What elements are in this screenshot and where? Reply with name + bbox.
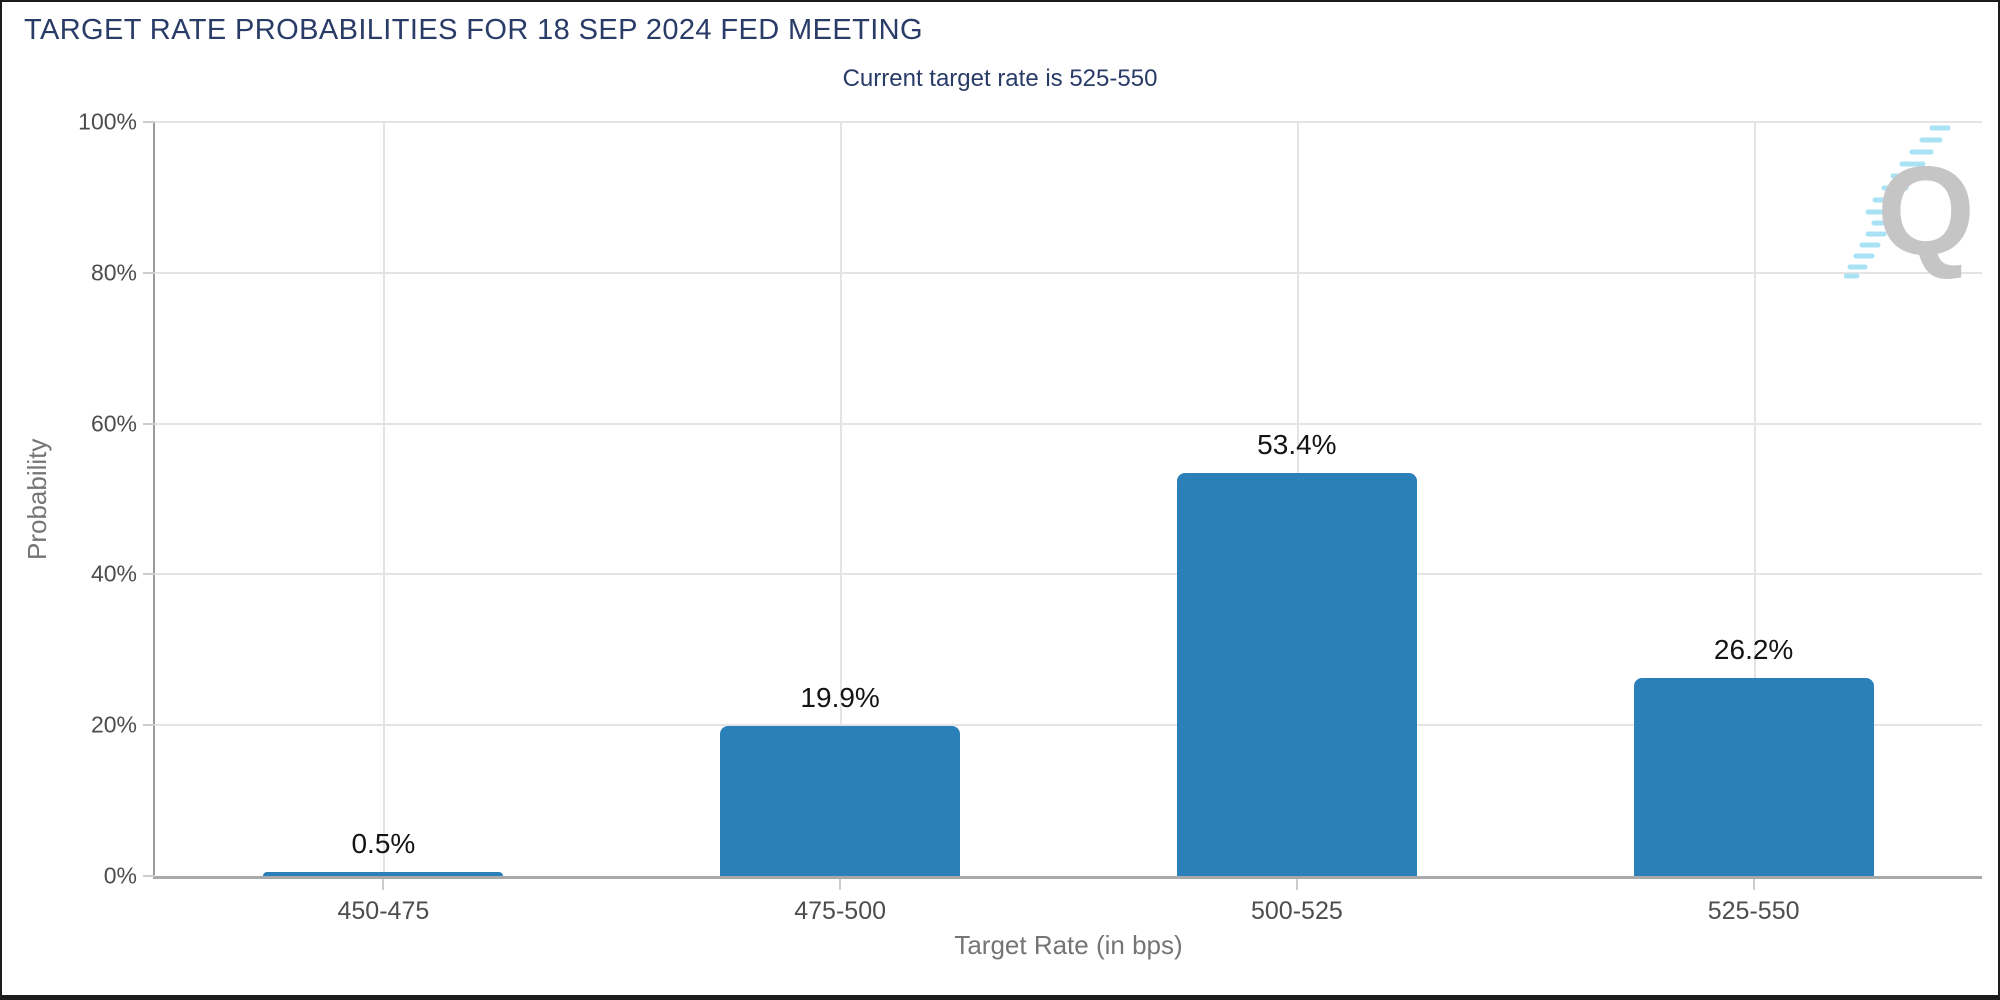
watermark-q-logo-icon: Q xyxy=(1844,125,1975,281)
bar-value-450-475: 0.5% xyxy=(351,828,416,860)
gridline-20 xyxy=(155,724,1982,727)
y-tick-label-20: 20% xyxy=(90,711,137,738)
category-column-450-475: 0.5% 450-475 xyxy=(155,122,612,925)
chart-subtitle: Current target rate is 525-550 xyxy=(842,65,1158,92)
bar-columns: 0.5% 450-475 19.9% 475-500 53.4% 500-525 26.2%… xyxy=(155,122,1982,925)
x-tick-label-525-550: 525-550 xyxy=(1707,897,1800,925)
svg-text:Q: Q xyxy=(1877,140,1975,281)
bar-475-500[interactable] xyxy=(720,725,961,876)
y-tick-mark-100 xyxy=(143,121,155,123)
x-tick-mark-475-500 xyxy=(839,879,842,890)
bar-500-525[interactable] xyxy=(1176,473,1417,876)
y-tick-label-40: 40% xyxy=(90,560,137,587)
y-tick-mark-60 xyxy=(143,422,155,425)
gridline-475-500 xyxy=(840,122,843,876)
y-tick-mark-0 xyxy=(143,875,155,877)
x-tick-mark-525-550 xyxy=(1752,879,1755,890)
gridline-100 xyxy=(155,121,1982,123)
plot-area: 0% 20% 40% 60% 80% 100% 0.5% 450-475 19.9% 475-5… xyxy=(78,109,1982,960)
y-tick-mark-80 xyxy=(143,271,155,274)
x-tick-label-450-475: 450-475 xyxy=(337,897,430,925)
bar-525-550[interactable] xyxy=(1633,678,1874,876)
x-tick-mark-500-525 xyxy=(1295,879,1298,890)
y-tick-label-100: 100% xyxy=(78,108,137,135)
bar-value-525-550: 26.2% xyxy=(1713,634,1794,666)
category-column-500-525: 53.4% 500-525 xyxy=(1069,122,1526,925)
x-tick-label-475-500: 475-500 xyxy=(794,897,886,925)
gridline-525-550 xyxy=(1753,122,1756,876)
bar-value-500-525: 53.4% xyxy=(1257,429,1337,461)
gridline-80 xyxy=(155,271,1982,274)
gridline-60 xyxy=(155,422,1982,425)
y-axis-title: Probability xyxy=(22,438,52,560)
x-tick-label-500-525: 500-525 xyxy=(1251,897,1343,925)
bar-value-475-500: 19.9% xyxy=(800,681,880,713)
y-tick-mark-20 xyxy=(143,724,155,727)
bar-450-475[interactable] xyxy=(263,872,504,876)
category-column-525-550: 26.2% 525-550 xyxy=(1525,122,1982,925)
x-axis-title: Target Rate (in bps) xyxy=(954,930,1183,960)
gridline-40 xyxy=(155,573,1982,576)
gridline-450-475 xyxy=(383,122,386,876)
category-column-475-500: 19.9% 475-500 xyxy=(612,122,1069,925)
y-tick-label-80: 80% xyxy=(90,259,137,286)
y-tick-label-60: 60% xyxy=(90,410,137,437)
chart-title: TARGET RATE PROBABILITIES FOR 18 SEP 202… xyxy=(24,14,923,46)
y-tick-label-0: 0% xyxy=(103,862,137,889)
x-tick-mark-450-475 xyxy=(382,879,385,890)
y-tick-mark-40 xyxy=(143,573,155,576)
